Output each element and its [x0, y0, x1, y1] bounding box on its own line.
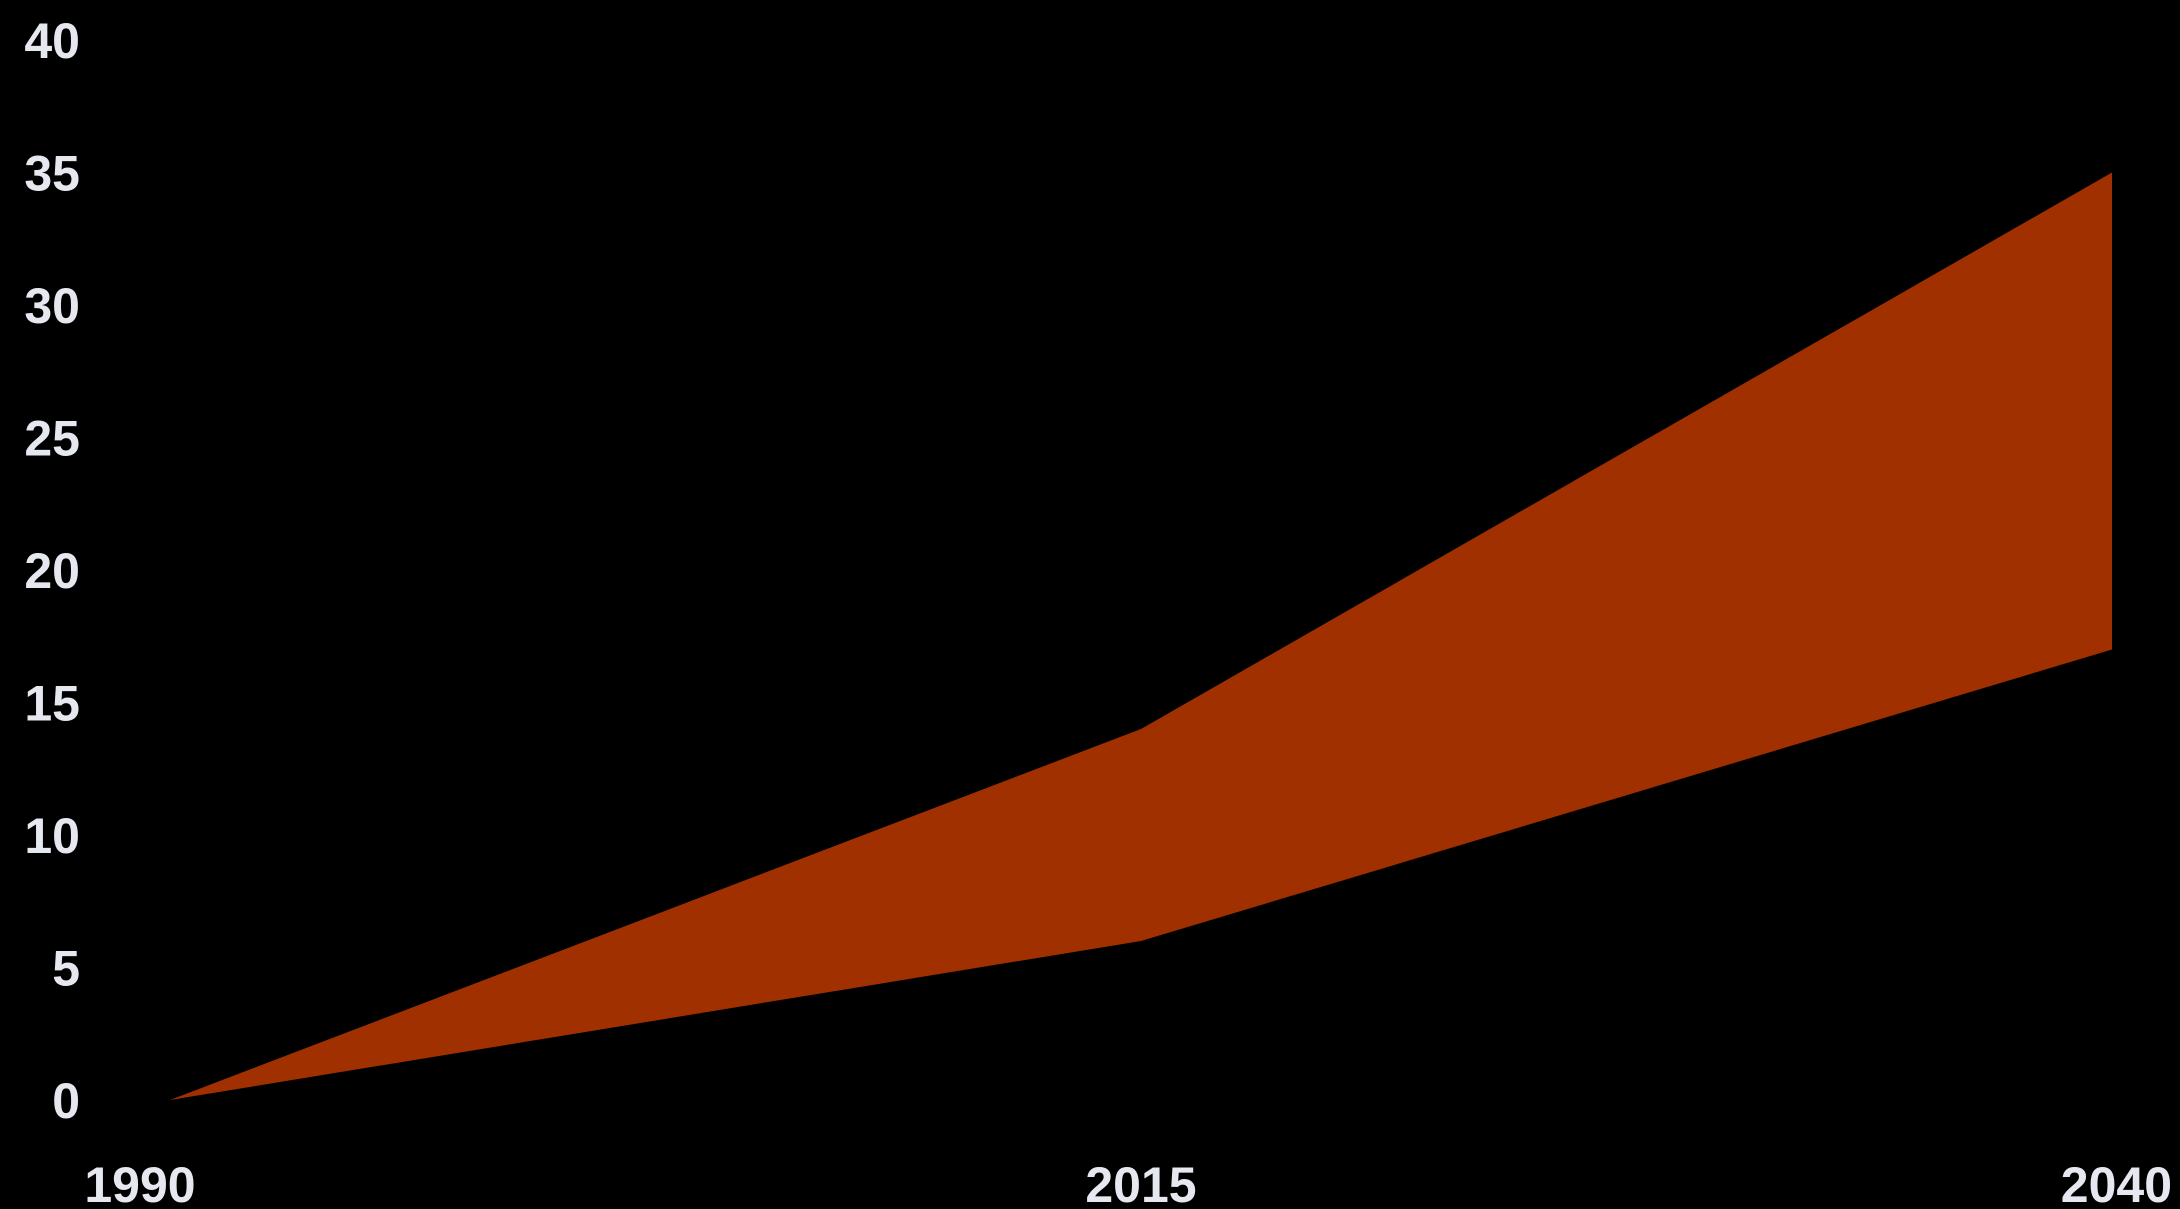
y-tick-label: 40: [24, 13, 80, 69]
y-tick-label: 35: [24, 146, 80, 202]
y-tick-label: 10: [24, 808, 80, 864]
area-band: [170, 172, 2112, 1100]
x-tick-label: 2015: [1085, 1157, 1196, 1209]
x-axis-tick-labels: 1990 2015 2040: [84, 1157, 2172, 1209]
band-layer: [170, 172, 2112, 1100]
y-axis-tick-labels: 0 5 10 15 20 25 30 35 40: [24, 13, 80, 1129]
y-tick-label: 15: [24, 676, 80, 732]
y-tick-label: 20: [24, 543, 80, 599]
y-tick-label: 30: [24, 278, 80, 334]
x-tick-label: 2040: [2061, 1157, 2172, 1209]
y-tick-label: 25: [24, 411, 80, 467]
y-tick-label: 5: [52, 941, 80, 997]
y-tick-label: 0: [52, 1073, 80, 1129]
x-tick-label: 1990: [84, 1157, 195, 1209]
